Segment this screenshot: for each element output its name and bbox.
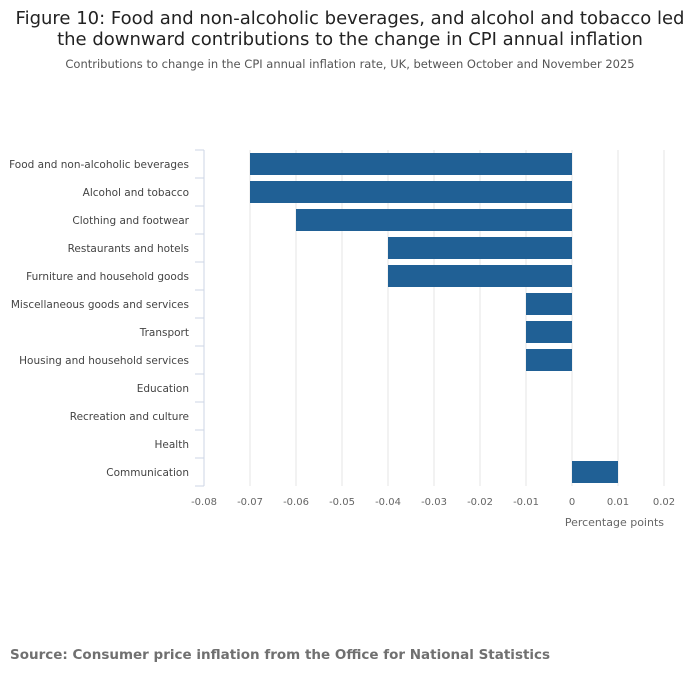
chart-title: Figure 10: Food and non-alcoholic bevera… [15,8,685,50]
bar [526,321,572,343]
bar [388,237,572,259]
category-label: Communication [106,467,189,479]
x-tick-label: -0.02 [467,497,493,508]
source-note: Source: Consumer price inflation from th… [10,647,551,663]
category-label: Recreation and culture [70,411,189,423]
x-tick-label: -0.08 [191,497,217,508]
x-tick-label: -0.01 [513,497,539,508]
bar [526,349,572,371]
x-tick-label: -0.05 [329,497,355,508]
bar [388,265,572,287]
x-tick-label: 0.01 [607,497,629,508]
x-tick-label: -0.07 [237,497,263,508]
chart-subtitle: Contributions to change in the CPI annua… [65,57,635,71]
category-label: Education [137,383,189,395]
category-label: Health [155,439,189,451]
x-tick-label: 0 [569,497,575,508]
bar [250,153,572,175]
category-label: Food and non-alcoholic beverages [9,159,189,171]
bar [572,461,618,483]
x-tick-label: 0.02 [653,497,675,508]
x-tick-label: -0.06 [283,497,309,508]
category-label: Miscellaneous goods and services [11,299,189,311]
x-tick-label: -0.04 [375,497,401,508]
category-label: Clothing and footwear [72,215,189,227]
category-label: Alcohol and tobacco [83,187,189,199]
category-label: Housing and household services [19,355,189,367]
category-label: Furniture and household goods [26,271,189,283]
bar [526,293,572,315]
category-label: Transport [139,327,189,339]
category-label: Restaurants and hotels [68,243,189,255]
x-tick-label: -0.03 [421,497,447,508]
bar [296,209,572,231]
x-axis-label: Percentage points [565,516,664,529]
bar [250,181,572,203]
